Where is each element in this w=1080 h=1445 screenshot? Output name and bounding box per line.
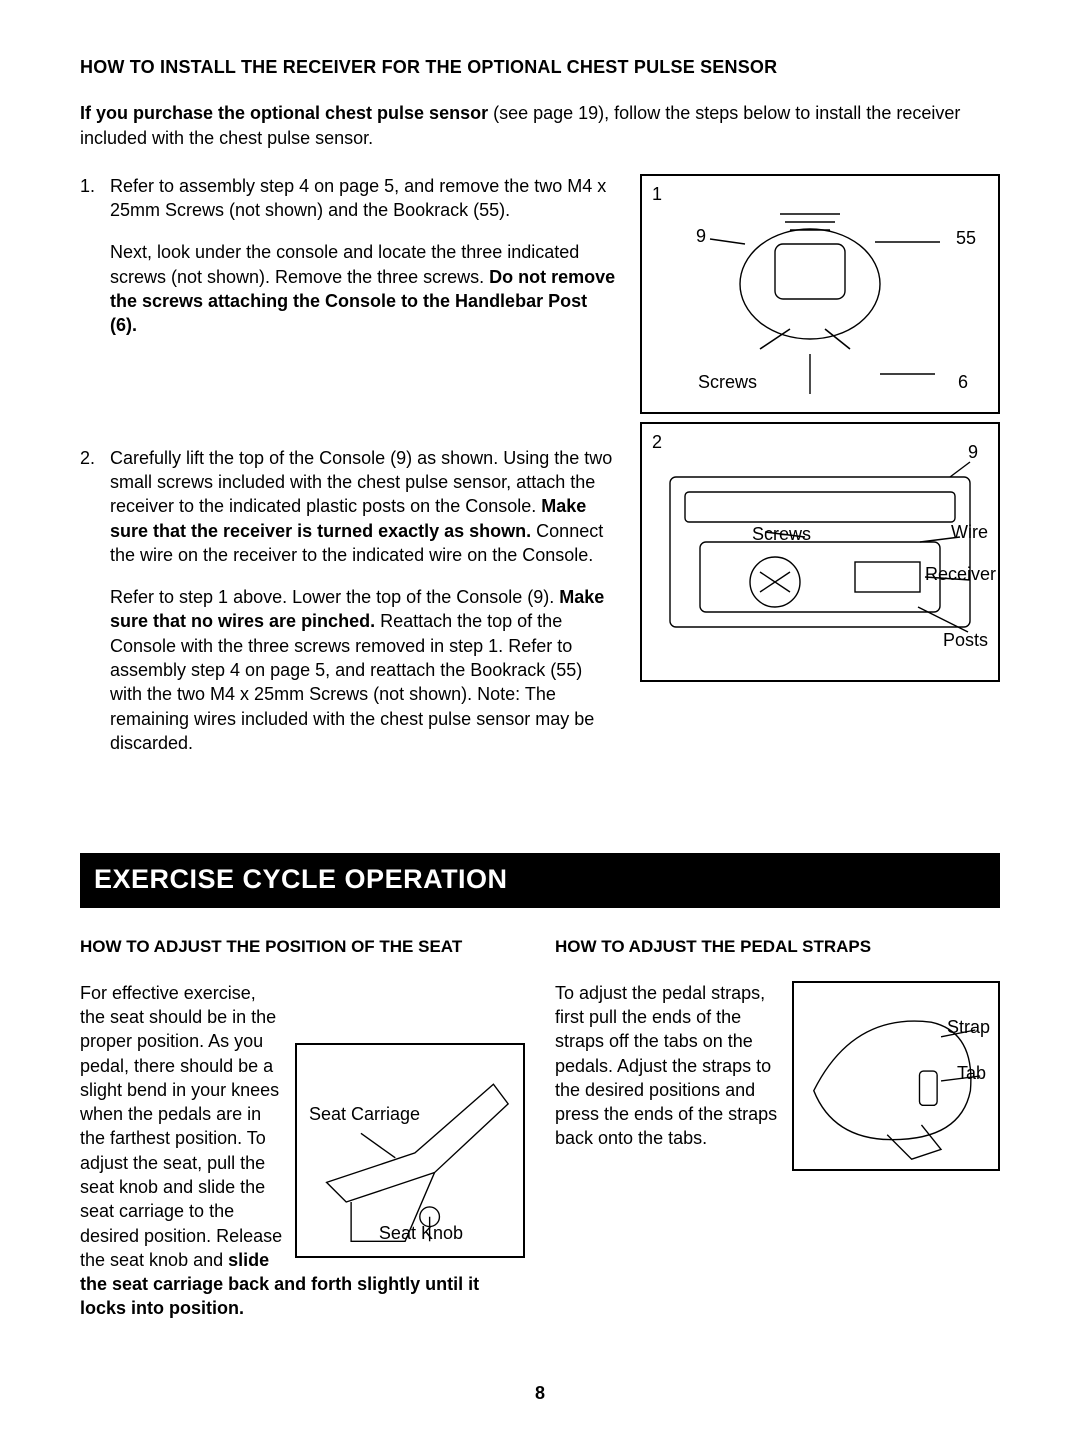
step-1-p2: Next, look under the console and locate …	[110, 240, 616, 337]
fig2-label-wire: Wire	[951, 520, 988, 544]
pedal-flow: Strap Tab To adjust the pedal straps, fi…	[555, 981, 1000, 1177]
figure-2-svg	[650, 432, 990, 672]
figure-2: 2 9 Screws Wire Receiver Posts	[640, 422, 1000, 682]
fig1-label-55: 55	[956, 226, 976, 250]
pedal-figure: Strap Tab	[792, 981, 1000, 1171]
figure-1: 1 9 55 Screws 6	[640, 174, 1000, 414]
seat-p-a: For effective exercise, the seat should …	[80, 983, 282, 1270]
fig2-label-9: 9	[968, 440, 978, 464]
fig2-label-receiver: Receiver	[925, 562, 996, 586]
figure-1-number: 1	[652, 182, 662, 206]
step-1-p1: Refer to assembly step 4 on page 5, and …	[110, 174, 616, 223]
step-2-p1: Carefully lift the top of the Console (9…	[110, 446, 616, 567]
seat-heading: HOW TO ADJUST THE POSITION OF THE SEAT	[80, 936, 525, 959]
seat-carriage-label: Seat Carriage	[309, 1105, 420, 1125]
seat-flow: Seat Carriage Seat Knob For effective ex…	[80, 981, 525, 1321]
install-row: 1. Refer to assembly step 4 on page 5, a…	[80, 174, 1000, 793]
step-2-p2c: Reattach the top of the Console with the…	[110, 611, 594, 752]
operation-columns: HOW TO ADJUST THE POSITION OF THE SEAT S…	[80, 936, 1000, 1321]
fig1-label-9: 9	[696, 224, 706, 248]
seat-column: HOW TO ADJUST THE POSITION OF THE SEAT S…	[80, 936, 525, 1321]
seat-knob-label: Seat Knob	[379, 1224, 463, 1244]
step-2-p2a: Refer to step 1 above. Lower the top of …	[110, 587, 559, 607]
figure-2-number: 2	[652, 430, 662, 454]
strap-label: Strap	[947, 1015, 990, 1039]
section-heading: HOW TO INSTALL THE RECEIVER FOR THE OPTI…	[80, 55, 1000, 79]
install-text-column: 1. Refer to assembly step 4 on page 5, a…	[80, 174, 616, 793]
step-2: 2. Carefully lift the top of the Console…	[80, 446, 616, 774]
step-1: 1. Refer to assembly step 4 on page 5, a…	[80, 174, 616, 356]
fig2-label-posts: Posts	[943, 628, 988, 652]
tab-label: Tab	[957, 1061, 986, 1085]
pedal-column: HOW TO ADJUST THE PEDAL STRAPS Strap Tab…	[555, 936, 1000, 1321]
step-1-number: 1.	[80, 174, 102, 356]
page-number: 8	[80, 1381, 1000, 1405]
fig2-label-screws: Screws	[752, 522, 811, 546]
operation-banner: EXERCISE CYCLE OPERATION	[80, 853, 1000, 907]
step-2-p1a: Carefully lift the top of the Console (9…	[110, 448, 612, 517]
fig1-label-6: 6	[958, 370, 968, 394]
seat-figure: Seat Carriage Seat Knob	[295, 1043, 525, 1258]
step-2-body: Carefully lift the top of the Console (9…	[110, 446, 616, 774]
step-2-p2: Refer to step 1 above. Lower the top of …	[110, 585, 616, 755]
intro-paragraph: If you purchase the optional chest pulse…	[80, 101, 1000, 150]
operation-banner-text: EXERCISE CYCLE OPERATION	[94, 864, 508, 894]
install-figure-column: 1 9 55 Screws 6 2	[640, 174, 1000, 682]
step-1-body: Refer to assembly step 4 on page 5, and …	[110, 174, 616, 356]
intro-bold: If you purchase the optional chest pulse…	[80, 103, 488, 123]
fig1-label-screws: Screws	[698, 370, 757, 394]
step-2-number: 2.	[80, 446, 102, 774]
pedal-heading: HOW TO ADJUST THE PEDAL STRAPS	[555, 936, 1000, 959]
